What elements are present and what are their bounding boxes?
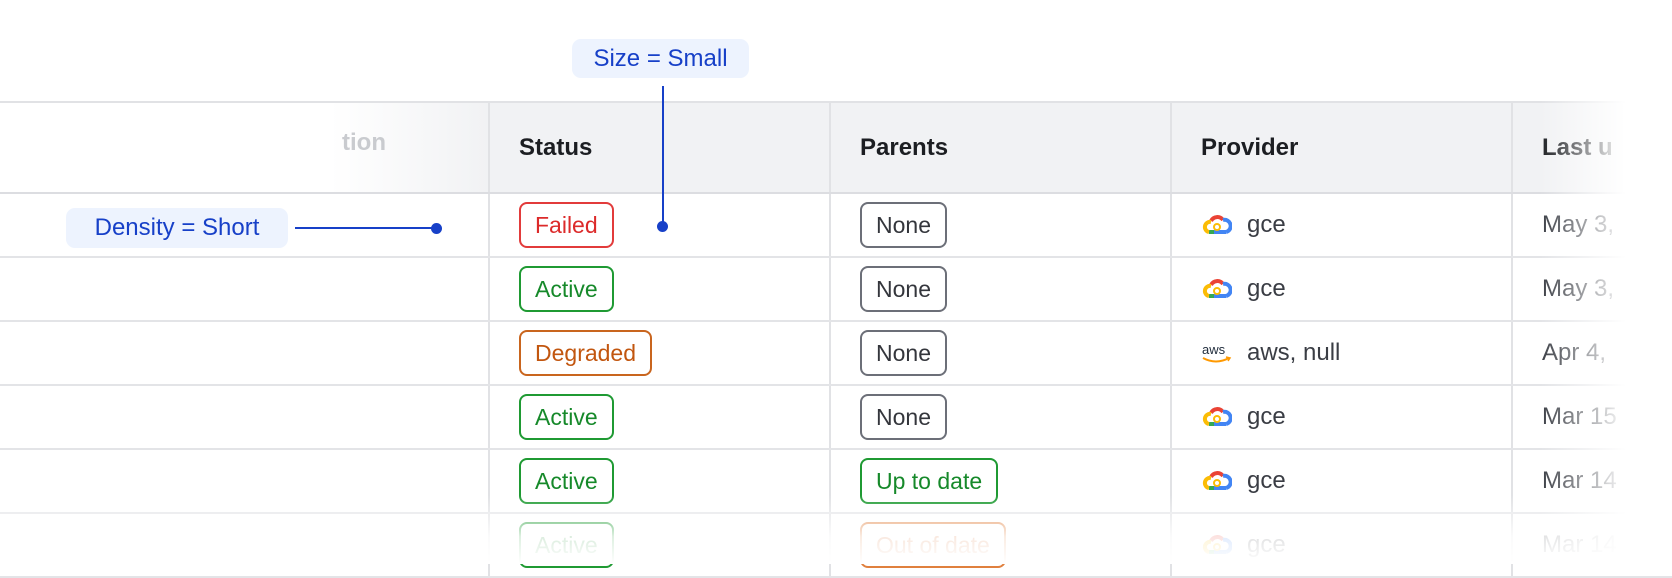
parents-cell: None xyxy=(829,322,1170,384)
table-row[interactable]: Active None gce May 3, xyxy=(0,258,1672,322)
table-row[interactable]: Active Out of date gce Mar 14 xyxy=(0,514,1672,578)
size-callout-label: Size = Small xyxy=(593,44,728,72)
partial-cell xyxy=(0,322,488,384)
parents-badge: None xyxy=(860,330,947,376)
status-cell: Active xyxy=(488,514,829,576)
provider-name: gce xyxy=(1247,211,1286,238)
size-callout: Size = Small xyxy=(572,39,749,78)
parents-cell: Out of date xyxy=(829,514,1170,576)
parents-cell: Up to date xyxy=(829,450,1170,512)
provider-name: gce xyxy=(1247,467,1286,494)
google-cloud-icon xyxy=(1201,465,1233,497)
table-row[interactable]: Active None gce Mar 15 xyxy=(0,386,1672,450)
last-updated-cell: May 3, xyxy=(1511,258,1672,320)
status-badge: Active xyxy=(519,458,614,504)
density-callout-label: Density = Short xyxy=(94,214,260,241)
header-partial-label: tion xyxy=(342,129,386,156)
provider-cell: aws aws, null xyxy=(1170,322,1511,384)
provider-name: gce xyxy=(1247,531,1286,558)
table-header: tion Status Parents Provider Last u xyxy=(0,101,1672,194)
partial-cell xyxy=(0,450,488,512)
parents-cell: None xyxy=(829,386,1170,448)
density-callout-line xyxy=(295,227,436,229)
parents-badge: Out of date xyxy=(860,522,1006,568)
parents-badge: Up to date xyxy=(860,458,999,504)
parents-badge: None xyxy=(860,394,947,440)
parents-cell: None xyxy=(829,194,1170,256)
header-status[interactable]: Status xyxy=(488,103,829,192)
header-provider[interactable]: Provider xyxy=(1170,103,1511,192)
provider-cell: gce xyxy=(1170,386,1511,448)
aws-icon: aws xyxy=(1201,337,1233,369)
provider-cell: gce xyxy=(1170,450,1511,512)
last-updated-cell: Mar 14 xyxy=(1511,514,1672,576)
table-row[interactable]: Degraded None aws aws, null Apr 4, xyxy=(0,322,1672,386)
last-updated-cell: May 3, xyxy=(1511,194,1672,256)
status-cell: Active xyxy=(488,450,829,512)
parents-badge: None xyxy=(860,266,947,312)
header-last-updated[interactable]: Last u xyxy=(1511,103,1672,192)
status-cell: Active xyxy=(488,258,829,320)
parents-badge: None xyxy=(860,202,947,248)
provider-name: gce xyxy=(1247,403,1286,430)
google-cloud-icon xyxy=(1201,209,1233,241)
provider-name: gce xyxy=(1247,275,1286,302)
partial-cell xyxy=(0,514,488,576)
status-cell: Degraded xyxy=(488,322,829,384)
provider-name: aws, null xyxy=(1247,339,1341,366)
status-badge: Active xyxy=(519,394,614,440)
status-badge: Degraded xyxy=(519,330,653,376)
provider-cell: gce xyxy=(1170,258,1511,320)
last-updated-cell: Mar 14 xyxy=(1511,450,1672,512)
density-callout: Density = Short xyxy=(66,208,288,248)
last-updated-cell: Apr 4, xyxy=(1511,322,1672,384)
last-updated-cell: Mar 15 xyxy=(1511,386,1672,448)
provider-cell: gce xyxy=(1170,514,1511,576)
size-callout-dot xyxy=(657,221,668,232)
svg-text:aws: aws xyxy=(1202,342,1226,357)
provider-cell: gce xyxy=(1170,194,1511,256)
partial-cell xyxy=(0,194,488,256)
data-table: tion Status Parents Provider Last u Fail… xyxy=(0,101,1672,578)
partial-cell xyxy=(0,386,488,448)
table-row[interactable]: Failed None gce May 3, xyxy=(0,194,1672,258)
partial-cell xyxy=(0,258,488,320)
status-badge: Failed xyxy=(519,202,614,248)
table-row[interactable]: Active Up to date gce Mar 14 xyxy=(0,450,1672,514)
google-cloud-icon xyxy=(1201,529,1233,561)
status-cell: Failed xyxy=(488,194,829,256)
density-callout-dot xyxy=(431,223,442,234)
google-cloud-icon xyxy=(1201,273,1233,305)
google-cloud-icon xyxy=(1201,401,1233,433)
header-parents[interactable]: Parents xyxy=(829,103,1170,192)
parents-cell: None xyxy=(829,258,1170,320)
status-badge: Active xyxy=(519,522,614,568)
size-callout-line xyxy=(662,86,664,226)
status-cell: Active xyxy=(488,386,829,448)
header-partial-column: tion xyxy=(0,103,488,192)
status-badge: Active xyxy=(519,266,614,312)
